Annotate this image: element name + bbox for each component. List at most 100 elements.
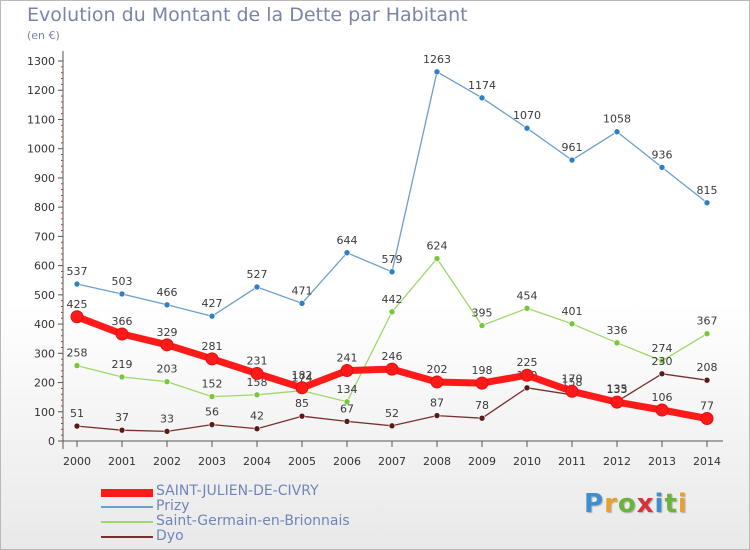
y-tick-label: 0	[48, 435, 55, 448]
data-label-dyo: 67	[340, 402, 354, 415]
series-line-prizy	[76, 71, 708, 317]
data-label-saint-julien-de-civry: 425	[67, 298, 88, 311]
x-tick-label: 2004	[243, 455, 271, 468]
legend-label-saint-julien: SAINT-JULIEN-DE-CIVRY	[156, 483, 319, 499]
y-tick-label: 1100	[27, 113, 55, 126]
data-point-saint-julien-de-civry	[115, 327, 129, 341]
data-label-prizy: 1174	[468, 79, 496, 92]
data-label-saint-julien-de-civry: 231	[247, 354, 268, 367]
data-label-saint-julien-de-civry: 281	[202, 340, 223, 353]
data-point-dyo	[298, 412, 306, 420]
data-label-prizy: 1058	[603, 113, 631, 126]
data-point-prizy	[523, 124, 531, 132]
data-label-prizy: 961	[562, 141, 583, 154]
data-label-saint-germain-en-brionnais: 158	[247, 376, 268, 389]
data-point-saint-julien-de-civry	[70, 310, 84, 324]
data-point-prizy	[118, 290, 126, 298]
y-tick-label: 1200	[27, 84, 55, 97]
chart-subtitle: (en €)	[27, 29, 60, 42]
data-point-prizy	[433, 68, 441, 76]
data-point-saint-germain-en-brionnais	[163, 378, 171, 385]
data-label-dyo: 158	[562, 376, 583, 389]
data-label-saint-julien-de-civry: 106	[652, 391, 673, 404]
data-point-dyo	[523, 384, 531, 392]
x-tick-label: 2002	[153, 455, 181, 468]
x-tick-label: 2007	[378, 455, 406, 468]
data-point-saint-germain-en-brionnais	[568, 320, 576, 328]
data-point-saint-julien-de-civry	[700, 411, 714, 425]
x-tick-label: 2010	[513, 455, 541, 468]
data-label-prizy: 466	[157, 286, 178, 299]
data-label-prizy: 815	[697, 184, 718, 197]
data-point-saint-julien-de-civry	[565, 384, 579, 398]
x-tick-label: 2011	[558, 455, 586, 468]
y-tick-label: 500	[34, 289, 55, 302]
y-tick-label: 200	[34, 377, 55, 390]
data-label-prizy: 579	[382, 253, 403, 266]
x-tick-label: 2013	[648, 455, 676, 468]
data-point-dyo	[118, 426, 126, 434]
y-tick-label: 300	[34, 347, 55, 360]
data-label-dyo: 37	[115, 411, 129, 424]
data-label-saint-julien-de-civry: 246	[382, 350, 403, 363]
data-label-prizy: 503	[112, 275, 133, 288]
x-tick-label: 2003	[198, 455, 226, 468]
data-point-dyo	[253, 425, 261, 433]
data-point-prizy	[658, 164, 666, 171]
data-label-dyo: 52	[385, 407, 399, 420]
y-tick-label: 600	[34, 260, 55, 273]
legend-swatch-prizy	[101, 506, 153, 508]
data-label-saint-julien-de-civry: 366	[112, 315, 133, 328]
data-label-saint-germain-en-brionnais: 442	[382, 293, 403, 306]
data-point-saint-julien-de-civry	[385, 362, 399, 376]
data-point-dyo	[388, 422, 396, 430]
data-label-saint-germain-en-brionnais: 203	[157, 363, 178, 376]
data-point-prizy	[298, 300, 306, 307]
data-label-prizy: 936	[652, 148, 673, 161]
data-label-prizy: 527	[247, 268, 268, 281]
data-point-saint-germain-en-brionnais	[118, 373, 126, 381]
x-tick-label: 2006	[333, 455, 361, 468]
data-point-prizy	[253, 283, 261, 291]
data-point-saint-julien-de-civry	[610, 395, 624, 409]
data-point-saint-germain-en-brionnais	[658, 357, 666, 365]
data-point-saint-germain-en-brionnais	[433, 255, 441, 262]
proxiti-logo: Proxiti	[584, 489, 688, 519]
data-label-prizy: 537	[67, 265, 88, 278]
data-point-saint-julien-de-civry	[340, 364, 354, 378]
data-point-saint-julien-de-civry	[295, 381, 309, 395]
data-label-dyo: 42	[250, 410, 264, 423]
data-label-saint-julien-de-civry: 329	[157, 326, 178, 339]
x-tick-label: 2014	[693, 455, 721, 468]
data-point-saint-germain-en-brionnais	[208, 393, 216, 400]
data-point-saint-germain-en-brionnais	[703, 330, 711, 338]
data-label-saint-germain-en-brionnais: 274	[652, 342, 673, 355]
legend-label-saint-germain: Saint-Germain-en-Brionnais	[156, 513, 350, 529]
data-label-prizy: 1263	[423, 53, 451, 66]
legend-swatch-saint-germain	[101, 521, 153, 523]
data-label-saint-germain-en-brionnais: 174	[292, 372, 313, 385]
data-point-dyo	[658, 370, 666, 378]
data-label-dyo: 56	[205, 406, 219, 419]
chart-title: Evolution du Montant de la Dette par Hab…	[27, 4, 468, 26]
data-point-dyo	[433, 412, 441, 419]
data-label-prizy: 1070	[513, 109, 541, 122]
data-label-saint-julien-de-civry: 241	[337, 352, 358, 365]
data-point-prizy	[343, 249, 351, 257]
data-label-saint-julien-de-civry: 77	[700, 399, 714, 412]
data-point-prizy	[613, 128, 621, 136]
y-tick-label: 1300	[27, 55, 55, 68]
data-point-prizy	[163, 301, 171, 309]
x-tick-label: 2009	[468, 455, 496, 468]
data-point-saint-julien-de-civry	[520, 368, 534, 382]
data-point-prizy	[208, 312, 216, 320]
data-point-prizy	[73, 280, 81, 288]
y-tick-label: 400	[34, 318, 55, 331]
data-point-saint-germain-en-brionnais	[478, 322, 486, 329]
data-label-dyo: 208	[697, 361, 718, 374]
x-tick-label: 2012	[603, 455, 631, 468]
x-tick-label: 2000	[63, 455, 91, 468]
data-point-saint-germain-en-brionnais	[388, 308, 396, 316]
